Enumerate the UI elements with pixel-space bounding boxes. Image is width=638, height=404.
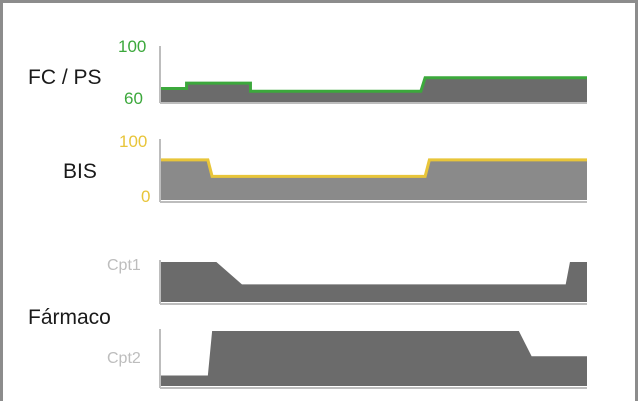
bis-label: BIS (63, 160, 97, 184)
panel-bis (160, 139, 587, 202)
cpt1-label: Cpt1 (107, 257, 141, 275)
drug-label: Fármaco (28, 306, 111, 330)
panel-cpt2 (160, 329, 587, 388)
hr-bp-tick-max: 100 (118, 37, 146, 57)
cpt2-area (161, 331, 587, 386)
hr-bp-tick-min: 60 (124, 89, 143, 109)
hr-bp-label: FC / PS (28, 66, 102, 90)
panel-cpt1 (160, 260, 587, 304)
bis-tick-min: 0 (141, 187, 150, 207)
trend-plots (3, 3, 638, 404)
bis-tick-max: 100 (119, 132, 147, 152)
bis-area (161, 160, 587, 200)
cpt2-label: Cpt2 (107, 350, 141, 368)
panel-hr-bp (160, 46, 587, 103)
cpt1-area (161, 262, 587, 302)
